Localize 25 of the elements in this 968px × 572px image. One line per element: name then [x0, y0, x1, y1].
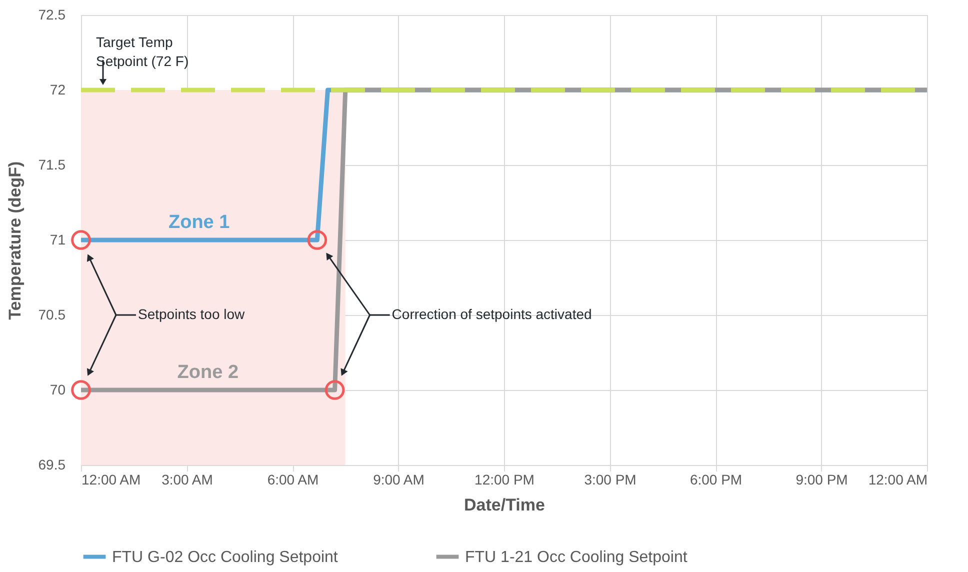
y-tick-label: 71: [50, 232, 66, 248]
x-tick-label: 3:00 PM: [584, 472, 636, 488]
x-axis-title: Date/Time: [464, 496, 545, 514]
y-tick-label: 70: [50, 382, 66, 398]
x-tick-label: 3:00 AM: [162, 472, 213, 488]
annotation: Correction of setpoints activated: [392, 306, 592, 322]
y-tick-label: 71.5: [38, 156, 66, 172]
x-tick-label: 12:00 AM: [82, 472, 141, 488]
x-tick-label: 12:00 PM: [474, 472, 534, 488]
x-tick-label: 6:00 AM: [267, 472, 319, 488]
ref-line-label: Target Temp Setpoint (72 F): [96, 34, 189, 69]
x-tick-label: 9:00 PM: [796, 472, 848, 488]
x-tick-label: 12:00 AM: [868, 472, 928, 488]
legend-label: FTU 1-21 Occ Cooling Setpoint: [465, 548, 688, 566]
annotation: Zone 1: [168, 212, 230, 233]
y-axis-title: Temperature (degF): [5, 161, 24, 320]
y-tick-label: 72: [50, 82, 66, 98]
annotation: Zone 2: [177, 362, 239, 383]
annotation: Setpoints too low: [138, 306, 246, 322]
x-tick-label: 6:00 PM: [690, 472, 742, 488]
legend-label: FTU G-02 Occ Cooling Setpoint: [112, 548, 338, 566]
y-tick-label: 69.5: [38, 456, 66, 472]
y-tick-label: 72.5: [38, 6, 66, 22]
x-tick-label: 9:00 AM: [373, 472, 424, 488]
y-tick-label: 70.5: [38, 306, 66, 322]
